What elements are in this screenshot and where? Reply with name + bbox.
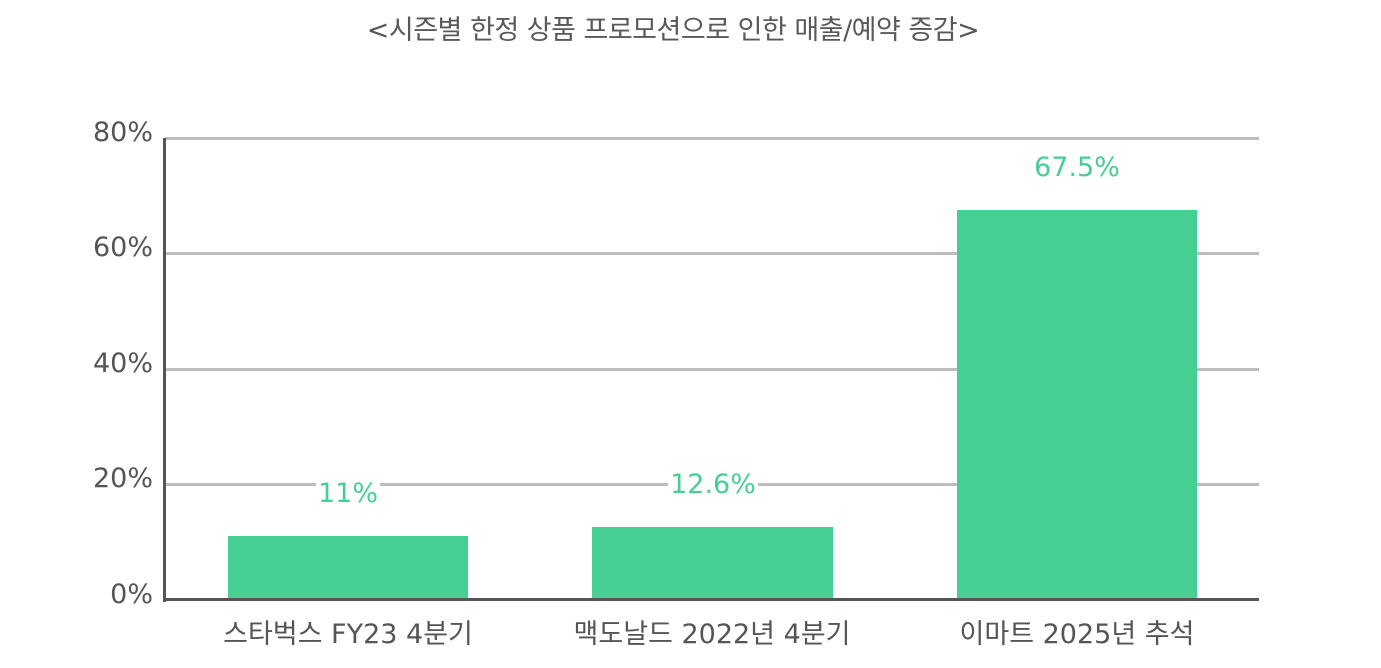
- plot-area: 11% 12.6% 67.5%: [163, 137, 1259, 602]
- x-label-starbucks: 스타벅스 FY23 4분기: [223, 619, 473, 650]
- value-label-emart: 67.5%: [1032, 152, 1122, 183]
- bar-emart: [957, 210, 1197, 599]
- y-tick-0: 0%: [110, 579, 153, 610]
- y-tick-20: 20%: [92, 463, 153, 494]
- y-axis: [163, 138, 166, 602]
- value-label-starbucks: 11%: [315, 478, 380, 509]
- x-axis: [163, 598, 1259, 601]
- y-tick-80: 80%: [92, 117, 153, 148]
- y-tick-40: 40%: [92, 348, 153, 379]
- x-label-mcdonalds: 맥도날드 2022년 4분기: [573, 619, 851, 650]
- gridline-40: [165, 368, 1259, 371]
- gridline-80: [165, 137, 1259, 140]
- value-label-mcdonalds: 12.6%: [668, 469, 758, 500]
- gridline-60: [165, 252, 1259, 255]
- bar-starbucks: [228, 536, 468, 599]
- chart-title: <시즌별 한정 상품 프로모션으로 인한 매출/예약 증감>: [366, 15, 980, 46]
- y-tick-60: 60%: [92, 232, 153, 263]
- bar-mcdonalds: [592, 527, 833, 599]
- x-label-emart: 이마트 2025년 추석: [959, 619, 1195, 650]
